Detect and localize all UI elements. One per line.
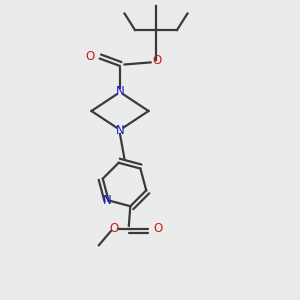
Text: O: O bbox=[110, 222, 119, 235]
Text: N: N bbox=[116, 124, 124, 137]
Text: O: O bbox=[85, 50, 94, 63]
Text: N: N bbox=[116, 85, 124, 98]
Text: N: N bbox=[103, 194, 112, 207]
Text: O: O bbox=[152, 53, 161, 67]
Text: O: O bbox=[154, 222, 163, 235]
